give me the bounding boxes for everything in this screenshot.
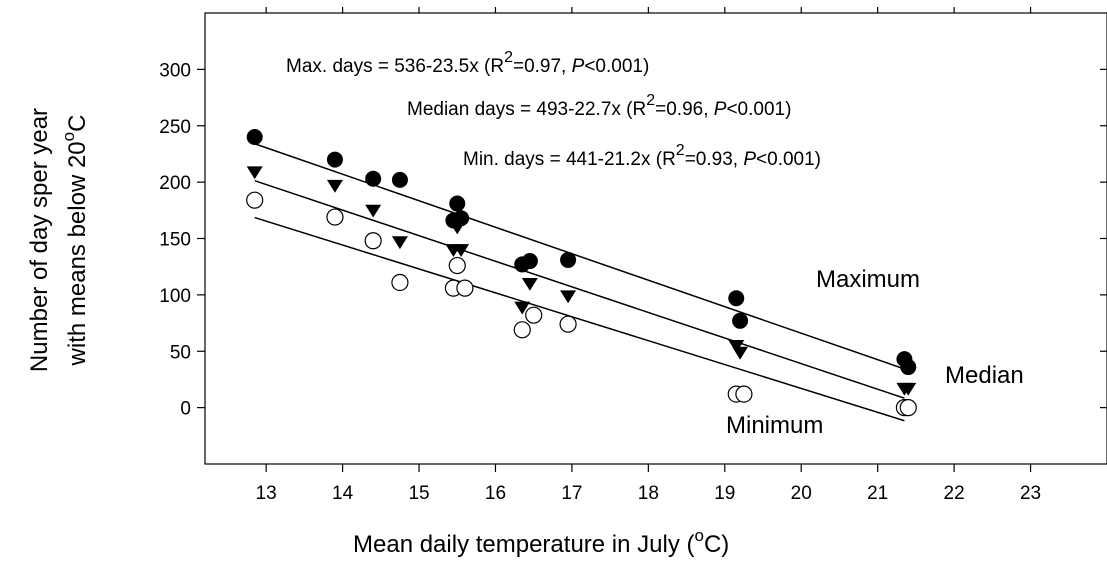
point-minimum xyxy=(391,273,409,292)
x-tick-label: 17 xyxy=(561,483,582,504)
fit-line-minimum xyxy=(254,216,905,422)
point-minimum xyxy=(326,208,344,226)
x-tick-label: 20 xyxy=(791,483,812,504)
point-minimum xyxy=(456,279,474,297)
point-minimum xyxy=(899,399,917,417)
equation-max: Max. days = 536-23.5x (R2=0.97, P<0.001) xyxy=(286,49,649,77)
x-axis-title: Mean daily temperature in July (oC) xyxy=(353,526,729,558)
point-minimum xyxy=(364,232,382,250)
data-points xyxy=(246,129,917,417)
point-minimum xyxy=(559,315,577,333)
point-median xyxy=(246,166,263,180)
series-label-median: Median xyxy=(945,362,1024,389)
point-minimum xyxy=(513,321,531,339)
point-median xyxy=(900,382,917,396)
y-tick-label: 100 xyxy=(159,286,191,307)
point-median xyxy=(560,290,577,304)
point-median xyxy=(514,301,531,315)
y-tick-label: 300 xyxy=(159,60,191,81)
axis-ticks: 13 14 15 16 17 18 19 20 21 22 23 0 50 100 150 200 250 300 xyxy=(159,7,1107,504)
x-tick-label: 21 xyxy=(867,483,888,504)
point-median xyxy=(728,340,745,353)
y-axis-title: Number of day sper year with means below… xyxy=(26,108,91,372)
x-tick-label: 18 xyxy=(638,483,659,504)
equation-median: Median days = 493-22.7x (R2=0.96, P<0.00… xyxy=(407,92,791,120)
y-tick-label: 50 xyxy=(170,342,191,363)
point-median xyxy=(453,244,470,257)
point-maximum xyxy=(391,171,408,188)
point-median xyxy=(449,221,466,235)
y-tick-label: 250 xyxy=(159,117,191,138)
point-maximum xyxy=(246,129,263,146)
point-maximum xyxy=(449,195,466,212)
x-tick-label: 13 xyxy=(256,483,277,504)
point-median xyxy=(521,278,538,291)
y-axis-title-line1: Number of day sper year xyxy=(26,108,53,372)
point-maximum xyxy=(560,251,577,268)
point-minimum xyxy=(525,306,543,324)
series-label-minimum: Minimum xyxy=(726,412,823,439)
y-tick-label: 150 xyxy=(159,230,191,251)
x-tick-label: 22 xyxy=(944,483,965,504)
plot-frame xyxy=(204,12,1107,465)
point-minimum xyxy=(246,191,264,209)
x-tick-label: 15 xyxy=(408,483,429,504)
x-tick-label: 19 xyxy=(714,483,735,504)
equation-min: Min. days = 441-21.2x (R2=0.93, P<0.001) xyxy=(463,142,821,170)
point-maximum xyxy=(900,359,917,376)
point-median xyxy=(326,179,343,193)
point-median xyxy=(732,346,749,360)
fit-line-maximum xyxy=(254,143,905,370)
x-tick-label: 23 xyxy=(1020,483,1041,504)
point-median xyxy=(365,204,382,218)
point-minimum xyxy=(448,256,466,275)
point-maximum xyxy=(732,312,749,329)
x-tick-label: 14 xyxy=(332,483,354,504)
point-maximum xyxy=(728,290,745,307)
regression-lines xyxy=(254,143,905,422)
y-tick-label: 0 xyxy=(180,399,191,420)
y-axis-title-line2: with means below 20oC xyxy=(59,115,91,367)
y-tick-label: 200 xyxy=(159,173,191,194)
point-maximum xyxy=(521,253,538,270)
series-label-maximum: Maximum xyxy=(816,266,920,293)
point-median xyxy=(391,236,408,250)
x-tick-label: 16 xyxy=(485,483,506,504)
point-maximum xyxy=(326,151,343,168)
fit-line-median xyxy=(254,179,905,399)
point-minimum xyxy=(735,385,753,403)
point-maximum xyxy=(365,170,382,187)
